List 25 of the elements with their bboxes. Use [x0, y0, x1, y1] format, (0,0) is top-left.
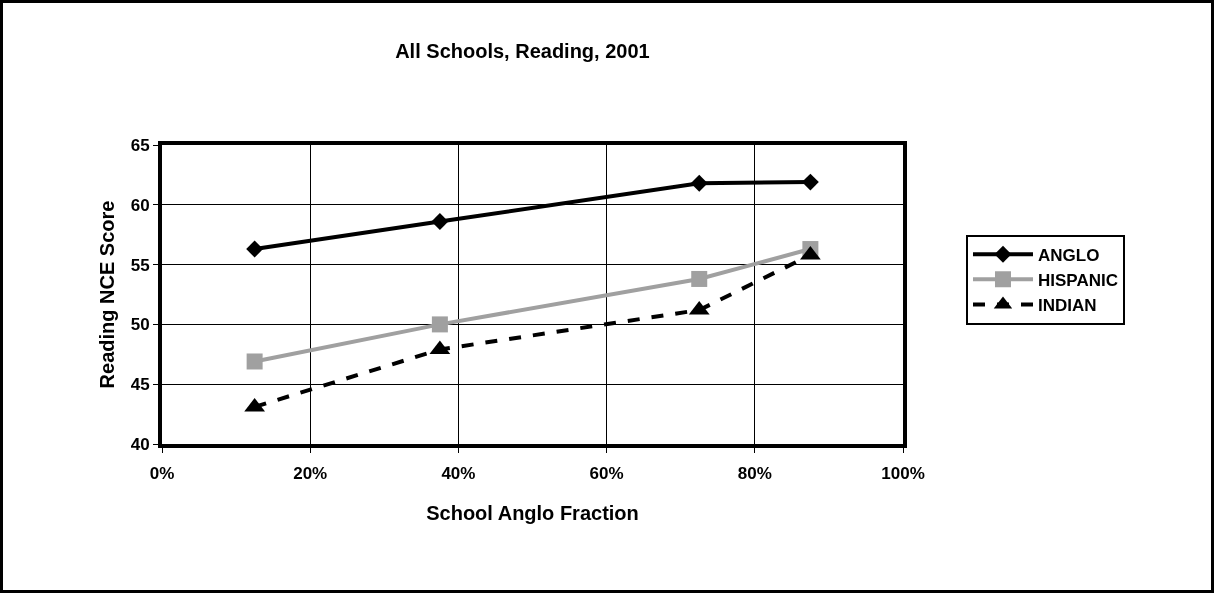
x-tick-label: 80% — [737, 464, 772, 484]
x-tick-label: 60% — [589, 464, 624, 484]
x-tick-label: 0% — [149, 464, 175, 484]
x-axis-title: School Anglo Fraction — [426, 502, 639, 525]
x-tick-label: 40% — [441, 464, 476, 484]
y-tick-label: 40 — [130, 434, 150, 454]
chart-title: All Schools, Reading, 2001 — [395, 40, 650, 63]
point — [801, 173, 819, 191]
y-tick-label: 65 — [130, 135, 150, 155]
point — [431, 213, 449, 230]
point — [691, 270, 708, 287]
point — [246, 240, 264, 258]
y-tick-label: 60 — [130, 195, 150, 215]
y-axis-title: Reading NCE Score — [95, 200, 118, 389]
y-tick-label: 45 — [130, 375, 150, 395]
point — [690, 174, 708, 192]
x-tick-label: 100% — [881, 464, 925, 484]
y-tick-label: 55 — [130, 255, 150, 275]
legend-label: INDIAN — [1037, 296, 1097, 316]
y-tick-label: 50 — [130, 315, 150, 335]
x-tick-label: 20% — [293, 464, 328, 484]
legend-label: ANGLO — [1037, 245, 1100, 265]
legend-label: HISPANIC — [1037, 270, 1118, 290]
point — [246, 353, 263, 370]
point — [431, 316, 448, 333]
